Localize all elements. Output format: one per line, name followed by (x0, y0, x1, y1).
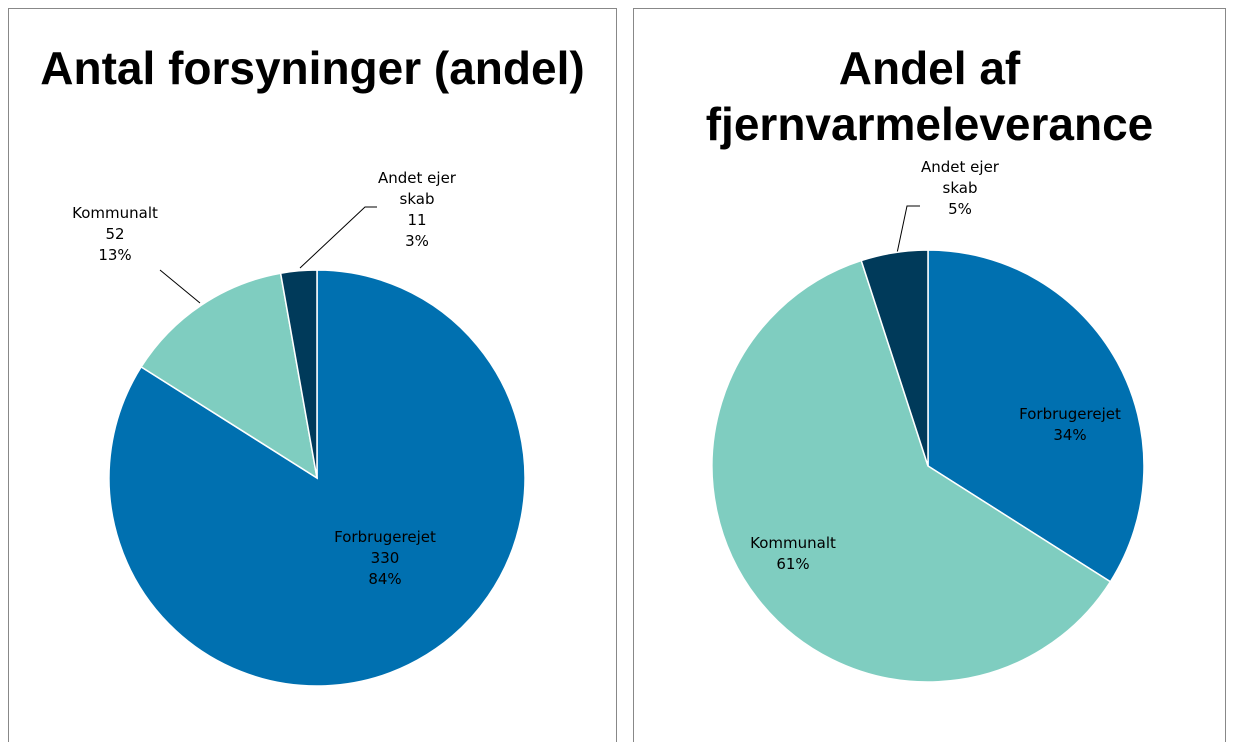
pie-slice (279, 269, 318, 479)
label-category: Kommunalt (750, 534, 836, 552)
label-category: Andet ejerskab (378, 169, 456, 208)
label-percent: 13% (98, 246, 132, 264)
label-category: Forbrugerejet (334, 528, 436, 546)
data-label: Forbrugerejet 34% (1015, 404, 1125, 446)
leader-line (299, 206, 377, 269)
data-label: Kommunalt 52 13% (65, 203, 165, 266)
data-label: Andet ejerskab 5% (920, 157, 1000, 220)
leader-line (159, 269, 201, 304)
label-category: Forbrugerejet (1019, 405, 1121, 423)
label-value: 34% (1053, 426, 1087, 444)
data-label: Kommunalt 61% (738, 533, 848, 575)
panel-border (8, 8, 617, 742)
panel-border (633, 8, 1226, 742)
label-percent: 3% (405, 232, 429, 250)
leader-line (895, 205, 920, 259)
chart-title: Antal forsyninger (andel) (40, 42, 585, 94)
label-value: 52 (105, 225, 125, 243)
pie-slice (140, 272, 319, 480)
label-value: 61% (776, 555, 810, 573)
label-category: Kommunalt (72, 204, 158, 222)
label-category: Andet ejerskab (921, 158, 999, 197)
pie-slice (860, 249, 929, 467)
pie-slice (927, 249, 1145, 583)
chart-title: Andel af fjernvarmeleverance (705, 42, 1154, 150)
label-percent: 84% (368, 570, 402, 588)
label-value: 11 (407, 211, 427, 229)
label-value: 5% (948, 200, 972, 218)
label-value: 330 (370, 549, 400, 567)
pie-slice (711, 259, 1112, 683)
data-label: Andet ejerskab 11 3% (377, 168, 457, 252)
data-label: Forbrugerejet 330 84% (330, 527, 440, 590)
